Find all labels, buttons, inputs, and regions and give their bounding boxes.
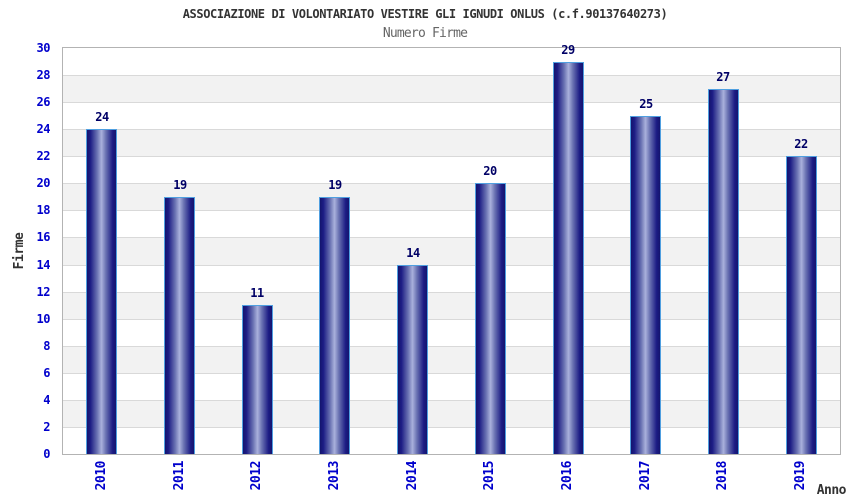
x-tick-label: 2018 <box>715 461 730 491</box>
bar <box>86 129 117 454</box>
gridline <box>63 237 840 239</box>
bar-value-label: 29 <box>561 43 575 57</box>
y-tick-label: 22 <box>36 149 51 163</box>
bar <box>397 265 428 454</box>
y-tick-label: 14 <box>36 258 51 272</box>
gridline <box>63 372 840 374</box>
gridline <box>63 183 840 185</box>
gridline <box>63 156 840 158</box>
y-tick-label: 20 <box>36 176 51 190</box>
x-axis-title: Anno <box>816 483 847 498</box>
bar <box>708 89 739 454</box>
bar-value-label: 19 <box>328 178 342 192</box>
x-tick-label: 2013 <box>327 461 342 491</box>
bar <box>242 305 273 454</box>
bar-value-label: 20 <box>483 164 497 178</box>
y-tick-label: 0 <box>43 447 50 461</box>
x-tick-label: 2015 <box>482 461 497 491</box>
y-tick-label: 26 <box>36 95 51 109</box>
bar-value-label: 11 <box>250 286 264 300</box>
y-tick-label: 28 <box>36 68 51 82</box>
bar <box>319 197 350 454</box>
chart-subtitle: Numero Firme <box>382 26 468 41</box>
gridline <box>63 318 840 320</box>
x-tick-label: 2011 <box>172 461 187 491</box>
bar-value-label: 27 <box>716 70 730 84</box>
gridline <box>63 426 840 428</box>
bar <box>553 62 584 454</box>
bar-value-label: 24 <box>95 110 109 124</box>
y-tick-label: 16 <box>36 230 51 244</box>
bar-value-label: 22 <box>794 137 808 151</box>
x-tick-label: 2014 <box>405 461 420 491</box>
bar-value-label: 14 <box>406 246 420 260</box>
bar <box>475 183 506 454</box>
y-tick-label: 24 <box>36 122 51 136</box>
gridline <box>63 345 840 347</box>
y-tick-label: 12 <box>36 285 51 299</box>
bar <box>786 156 817 454</box>
gridline <box>63 399 840 401</box>
y-tick-label: 8 <box>43 339 50 353</box>
bar-value-label: 25 <box>639 97 653 111</box>
chart-title: ASSOCIAZIONE DI VOLONTARIATO VESTIRE GLI… <box>182 7 668 21</box>
gridline <box>63 291 840 293</box>
plot-band <box>63 48 840 76</box>
y-tick-label: 2 <box>43 420 50 434</box>
gridline <box>63 102 840 104</box>
gridline <box>63 75 840 77</box>
gridline <box>63 129 840 131</box>
x-tick-label: 2010 <box>94 461 109 491</box>
y-tick-label: 18 <box>36 203 51 217</box>
y-tick-label: 4 <box>43 393 50 407</box>
bar <box>164 197 195 454</box>
gridline <box>63 210 840 212</box>
gridline <box>63 264 840 266</box>
y-tick-label: 6 <box>43 366 50 380</box>
plot-area: 24 19 11 19 14 20 29 25 27 22 <box>62 43 841 455</box>
x-tick-label: 2017 <box>638 461 653 491</box>
bar <box>630 116 661 454</box>
bar-value-label: 19 <box>173 178 187 192</box>
x-tick-label: 2012 <box>249 461 264 491</box>
y-tick-label: 10 <box>36 312 51 326</box>
x-tick-label: 2019 <box>793 461 808 491</box>
y-tick-label: 30 <box>36 41 51 55</box>
x-tick-label: 2016 <box>560 461 575 491</box>
